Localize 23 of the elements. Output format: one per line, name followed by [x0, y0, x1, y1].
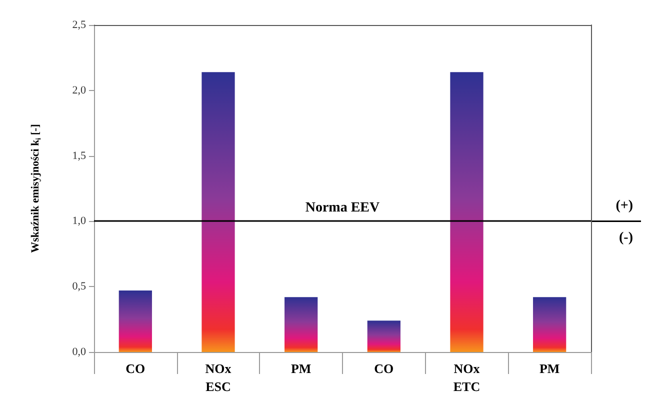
y-tick-label: 0,5	[72, 280, 86, 293]
y-tick-label: 0,0	[72, 346, 86, 358]
y-tick-label: 2,5	[72, 19, 86, 31]
ref-line-label: Norma EEV	[305, 200, 380, 216]
bar	[284, 297, 318, 352]
x-tick-label: CO	[126, 361, 146, 376]
y-tick-label: 1,0	[72, 215, 86, 228]
bar	[202, 72, 235, 352]
text: ETC	[453, 379, 480, 394]
y-tick-label: 1,5	[72, 150, 86, 162]
x-tick-label: PM	[539, 361, 560, 376]
bar	[533, 297, 566, 352]
y-tick-label: 2,0	[72, 84, 86, 96]
x-tick-label: PM	[290, 361, 312, 376]
bar	[367, 320, 400, 352]
bar	[118, 290, 152, 352]
text: ESC	[206, 379, 231, 394]
bar	[450, 72, 484, 352]
text: (-)	[619, 230, 634, 246]
x-tick-label: NOx	[205, 361, 232, 376]
text: (+)	[616, 198, 634, 214]
x-tick-label: NOx	[454, 361, 480, 376]
x-tick-label: CO	[374, 361, 394, 376]
